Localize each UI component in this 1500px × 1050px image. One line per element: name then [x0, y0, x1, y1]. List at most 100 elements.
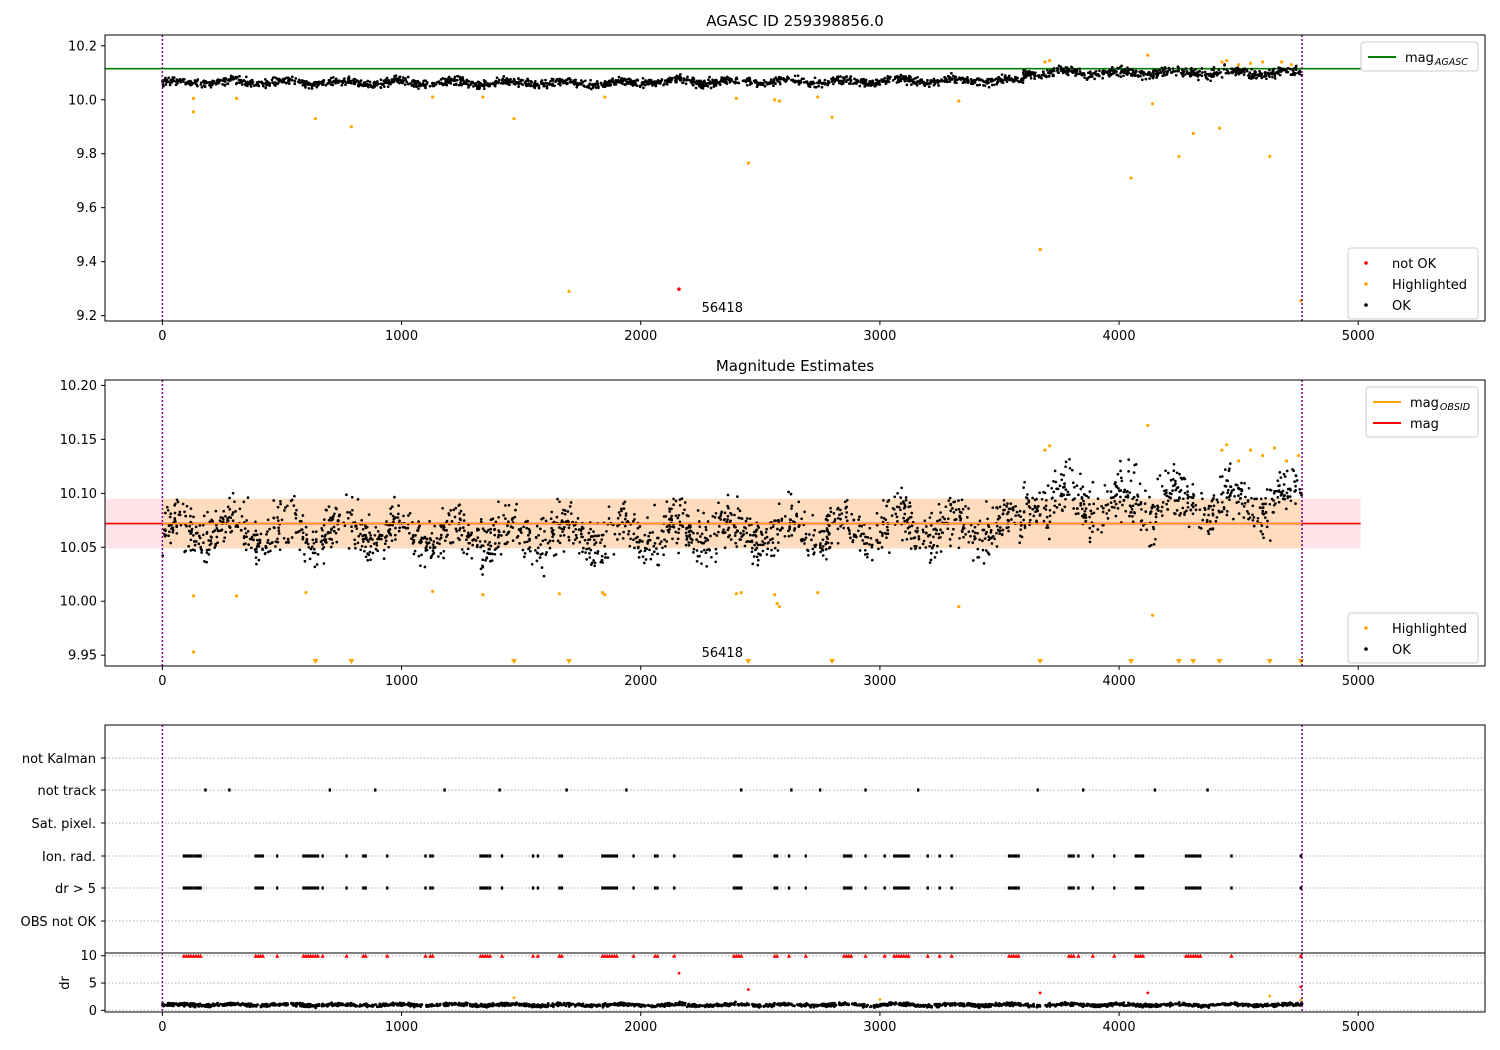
- ok-point: [1148, 495, 1151, 499]
- ok-point: [427, 541, 431, 545]
- ok-point: [1236, 70, 1239, 74]
- ok-point: [1289, 499, 1293, 503]
- ok-point: [887, 76, 890, 80]
- ok-point: [452, 508, 456, 512]
- ok-point: [559, 534, 562, 538]
- ok-point: [1215, 516, 1219, 519]
- ok-point: [588, 538, 592, 541]
- ok-point: [517, 77, 520, 81]
- ok-point: [541, 539, 545, 543]
- ok-point: [244, 83, 247, 87]
- ok-point: [219, 516, 223, 519]
- ok-point: [1199, 527, 1203, 530]
- ok-point: [1165, 491, 1168, 495]
- ok-point: [811, 513, 815, 517]
- ok-point: [205, 551, 209, 554]
- ok-point: [1028, 512, 1032, 516]
- flag-point: [309, 886, 312, 890]
- ok-point: [982, 562, 986, 565]
- ok-point: [190, 528, 193, 532]
- ok-point: [233, 500, 236, 504]
- highlighted-point: [431, 589, 435, 594]
- ok-point: [645, 547, 649, 551]
- ok-point: [368, 537, 372, 541]
- ok-point: [951, 507, 954, 510]
- ok-point: [685, 526, 688, 530]
- highlighted-point: [1220, 448, 1224, 452]
- ok-point: [1014, 504, 1018, 508]
- ok-point: [1211, 512, 1215, 516]
- ok-point: [200, 551, 203, 554]
- ok-point: [1098, 69, 1101, 73]
- flag-point: [773, 854, 776, 858]
- ok-point: [1273, 489, 1276, 493]
- ok-point: [574, 527, 578, 531]
- ok-point: [497, 529, 500, 532]
- ok-point: [1259, 497, 1263, 501]
- ok-point: [760, 532, 764, 536]
- ok-point: [1292, 67, 1296, 70]
- ok-point: [169, 512, 173, 516]
- ok-point: [1170, 492, 1173, 496]
- ok-point: [670, 76, 674, 80]
- ok-point: [194, 82, 198, 85]
- y-tick-label: 10.20: [60, 379, 97, 394]
- ok-point: [341, 81, 345, 85]
- ok-point: [275, 82, 279, 85]
- ok-point: [311, 538, 315, 542]
- ok-point: [479, 567, 483, 571]
- ok-point: [394, 538, 397, 541]
- ok-point: [923, 519, 927, 523]
- highlighted-point: [1249, 448, 1253, 452]
- ok-point: [1176, 486, 1180, 489]
- ok-point: [1028, 506, 1032, 510]
- ok-point: [1092, 502, 1096, 506]
- ok-point: [276, 78, 279, 81]
- ok-point: [309, 547, 313, 551]
- ok-point: [369, 545, 373, 548]
- flag-point: [775, 854, 779, 858]
- ok-point: [692, 531, 695, 535]
- ok-point: [573, 538, 577, 542]
- ok-point: [1191, 512, 1195, 516]
- ok-point: [1238, 68, 1241, 72]
- ok-point: [1268, 488, 1272, 492]
- highlighted-point: [775, 601, 779, 606]
- ok-point: [704, 525, 708, 529]
- ok-point: [1191, 505, 1195, 509]
- ok-point: [518, 542, 521, 545]
- flag-point: [895, 854, 898, 858]
- ok-point: [771, 537, 774, 541]
- ok-point: [577, 551, 581, 555]
- ok-point: [439, 524, 442, 527]
- ok-point: [1225, 496, 1229, 499]
- ok-point: [660, 540, 663, 543]
- ok-point: [581, 550, 584, 554]
- ok-point: [1286, 70, 1290, 74]
- ok-point: [190, 83, 194, 86]
- ok-point: [1281, 67, 1285, 71]
- ok-point: [1089, 71, 1092, 75]
- ok-point: [463, 529, 466, 533]
- ok-point: [820, 529, 823, 533]
- highlighted-point: [739, 591, 743, 595]
- ok-point: [580, 535, 584, 539]
- legend-subscript: AGASC: [1434, 57, 1468, 68]
- ok-point: [314, 80, 318, 84]
- ok-point: [373, 82, 377, 86]
- flag-point: [199, 886, 202, 890]
- ok-point: [538, 556, 542, 559]
- ok-point: [656, 81, 660, 85]
- ok-point: [1048, 69, 1052, 73]
- ok-point: [476, 86, 479, 90]
- ok-point: [168, 530, 171, 534]
- ok-point: [1245, 510, 1249, 513]
- ok-point: [431, 543, 435, 546]
- ok-point: [1055, 506, 1059, 509]
- ok-point: [325, 508, 328, 512]
- ok-point: [535, 524, 539, 528]
- ok-point: [491, 81, 495, 85]
- ok-point: [1025, 502, 1029, 506]
- ok-point: [900, 486, 903, 490]
